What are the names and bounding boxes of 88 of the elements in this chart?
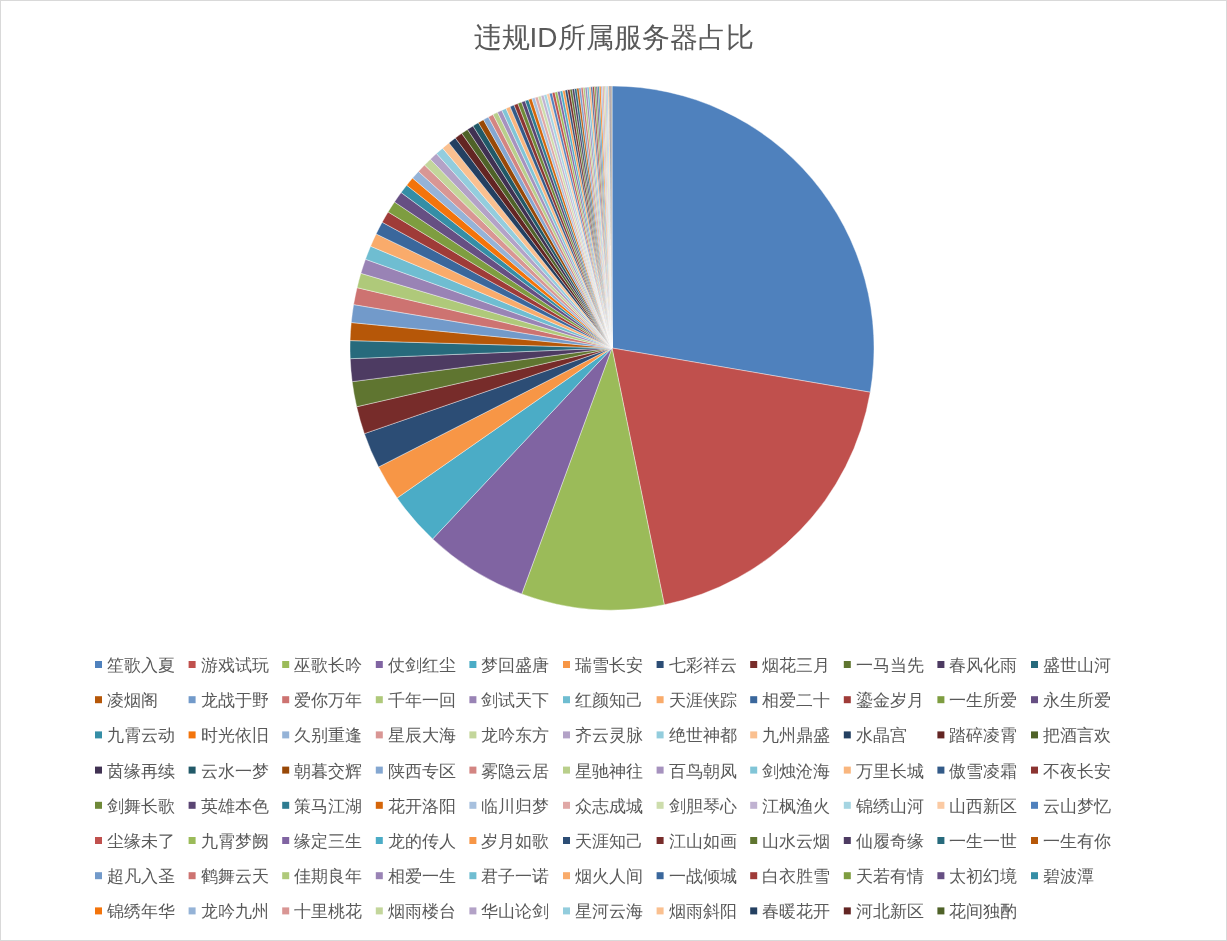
legend-label: 梦回盛唐 (481, 656, 550, 675)
legend-label: 傲雪凌霜 (949, 761, 1018, 781)
legend-label: 一马当先 (855, 656, 924, 675)
legend-label: 盛世山河 (1043, 656, 1111, 675)
legend-label: 超凡入圣 (107, 867, 175, 887)
legend-label: 七彩祥云 (668, 656, 737, 675)
legend-label: 绝世神都 (668, 726, 737, 746)
legend-label: 剑胆琴心 (668, 796, 737, 816)
legend-label: 河北新区 (855, 902, 924, 922)
legend-label: 碧波潭 (1043, 867, 1094, 887)
legend-label: 星河云海 (575, 902, 643, 922)
legend-label: 茵缘再续 (107, 761, 175, 781)
legend-label: 山西新区 (949, 796, 1018, 816)
legend-label: 缘定三生 (294, 832, 363, 851)
legend-label: 陕西专区 (387, 761, 456, 781)
legend-label: 白衣胜雪 (762, 867, 831, 887)
legend-label: 巫歌长吟 (294, 656, 363, 675)
legend-label: 天涯侠踪 (668, 691, 737, 711)
legend-label: 爱你万年 (294, 691, 363, 711)
legend-label: 众志成城 (575, 796, 643, 816)
legend-label: 剑试天下 (481, 691, 550, 711)
legend-label: 星驰神往 (575, 761, 643, 781)
legend-label: 一生所爱 (949, 691, 1018, 711)
legend-label: 天若有情 (855, 867, 924, 887)
legend-label: 相爱一生 (387, 867, 456, 887)
legend-label: 山水云烟 (762, 832, 831, 851)
legend-label: 不夜长安 (1043, 761, 1111, 781)
legend-label: 鹤舞云天 (200, 867, 269, 887)
legend-label: 花间独酌 (949, 902, 1018, 922)
legend-label: 仗剑红尘 (387, 656, 456, 675)
legend-label: 花开洛阳 (387, 796, 456, 816)
legend-label: 烟花三月 (762, 656, 831, 675)
legend-label: 瑞雪长安 (575, 656, 643, 675)
legend-label: 剑烛沧海 (762, 761, 831, 781)
legend-label: 万里长城 (855, 761, 924, 781)
legend-label: 游戏试玩 (200, 656, 269, 675)
legend-label: 江枫渔火 (762, 796, 831, 816)
legend-label: 烟雨楼台 (387, 902, 456, 922)
legend-label: 时光依旧 (200, 726, 269, 746)
legend-label: 仙履奇缘 (855, 832, 924, 851)
legend-label: 齐云灵脉 (575, 726, 643, 746)
legend-label: 九霄梦阙 (200, 832, 269, 851)
legend-label: 烟火人间 (575, 867, 643, 887)
legend-label: 岁月如歌 (481, 832, 550, 851)
legend-label: 笙歌入夏 (107, 656, 175, 675)
legend-label: 凌烟阁 (107, 691, 158, 711)
legend-label: 久别重逢 (294, 726, 363, 746)
legend-label: 烟雨斜阳 (668, 902, 737, 922)
legend-label: 锦绣山河 (855, 796, 924, 816)
legend-label: 英雄本色 (200, 796, 269, 816)
legend-label: 九霄云动 (107, 726, 175, 746)
legend-label: 龙战于野 (200, 691, 269, 711)
legend-label: 九州鼎盛 (762, 726, 831, 746)
legend-label: 尘缘未了 (107, 832, 175, 851)
title: 违规ID所属服务器占比 (473, 22, 754, 53)
legend-label: 佳期良年 (294, 867, 363, 887)
legend-label: 一生一世 (949, 832, 1018, 851)
legend-label: 龙的传人 (387, 832, 456, 851)
legend-label: 千年一回 (387, 691, 456, 711)
legend-label: 朝暮交辉 (294, 761, 363, 781)
legend-label: 剑舞长歌 (107, 796, 175, 816)
legend-label: 鎏金岁月 (855, 691, 924, 711)
legend-label: 春风化雨 (949, 656, 1018, 675)
legend-label: 临川归梦 (481, 796, 550, 816)
legend-label: 红颜知己 (575, 691, 643, 711)
legend-label: 江山如画 (668, 832, 737, 851)
legend-label: 太初幻境 (949, 867, 1018, 887)
legend-label: 百鸟朝凤 (668, 761, 737, 781)
legend-label: 锦绣年华 (107, 902, 175, 922)
legend-label: 华山论剑 (481, 902, 550, 922)
legend-label: 水晶宫 (855, 726, 907, 746)
legend-label: 龙吟东方 (481, 726, 550, 746)
legend-label: 龙吟九州 (200, 902, 269, 922)
legend-label: 相爱二十 (762, 691, 831, 711)
legend-label: 策马江湖 (294, 796, 363, 816)
legend-label: 雾隐云居 (481, 761, 550, 781)
legend-label: 星辰大海 (387, 726, 456, 746)
legend-label: 君子一诺 (481, 867, 550, 887)
legend-label: 云水一梦 (200, 761, 269, 781)
legend-label: 春暖花开 (762, 902, 831, 922)
legend-label: 一战倾城 (668, 867, 737, 887)
legend-label: 十里桃花 (294, 902, 363, 922)
legend-label: 云山梦忆 (1043, 796, 1111, 816)
legend-label: 踏碎凌霄 (949, 726, 1018, 746)
legend-label: 一生有你 (1043, 832, 1111, 851)
legend-label: 永生所爱 (1043, 691, 1111, 711)
legend-label: 天涯知己 (575, 832, 643, 851)
legend-label: 把酒言欢 (1043, 726, 1111, 746)
